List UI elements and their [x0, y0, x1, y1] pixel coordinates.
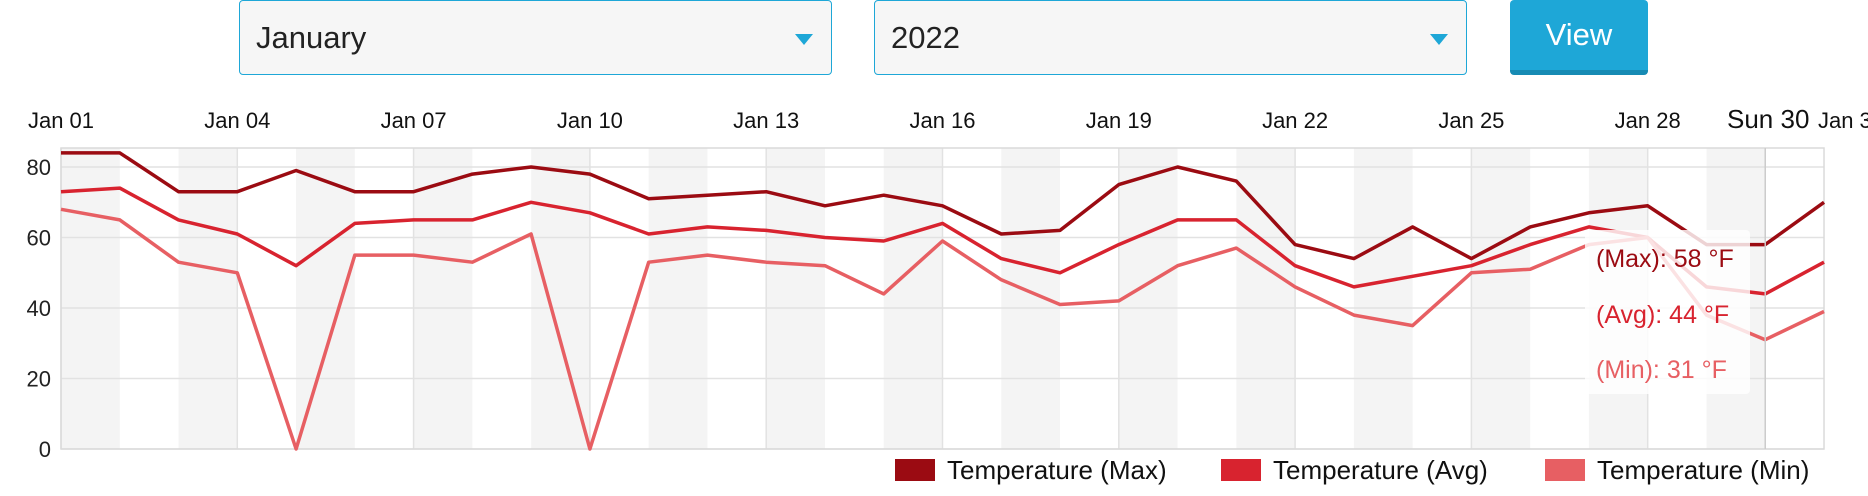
- y-tick-label: 40: [27, 296, 51, 321]
- tooltip-min: (Min): 31 °F: [1596, 356, 1727, 384]
- x-tick-label: Jan 25: [1438, 108, 1504, 133]
- legend-swatch: [1545, 459, 1585, 481]
- legend-label: Temperature (Min): [1597, 455, 1809, 485]
- x-tick-label: Jan 22: [1262, 108, 1328, 133]
- y-tick-label: 80: [27, 155, 51, 180]
- day-band: [531, 148, 590, 449]
- y-tick-label: 0: [39, 437, 51, 462]
- year-select-value: 2022: [891, 19, 960, 55]
- y-tick-label: 20: [27, 367, 51, 392]
- day-band: [648, 148, 708, 449]
- year-select[interactable]: 2022: [874, 0, 1467, 75]
- day-band: [178, 148, 238, 449]
- day-band: [1236, 148, 1296, 449]
- temperature-chart: 0 20 40 60 80 Jan 01 Jan 04 Jan 07 Jan 10 Jan 13 J…: [27, 103, 1868, 485]
- x-tick-label: Jan 07: [381, 108, 447, 133]
- legend-swatch: [895, 459, 935, 481]
- x-tick-label: Jan 01: [28, 108, 94, 133]
- dropdown-arrow-icon: [795, 34, 813, 45]
- x-tick-label: Jan 10: [557, 108, 623, 133]
- series-line: [61, 151, 1826, 261]
- tooltip-max: (Max): 58 °F: [1596, 245, 1734, 273]
- tooltip-box: [1585, 230, 1750, 394]
- legend-swatch: [1221, 459, 1261, 481]
- day-band: [1118, 148, 1178, 449]
- day-band: [883, 148, 943, 449]
- day-band: [1001, 148, 1061, 449]
- day-band: [1353, 148, 1413, 449]
- day-band: [296, 148, 355, 449]
- crosshair-label-bg: [1720, 103, 1814, 137]
- crosshair-date-label: Sun 30: [1727, 104, 1809, 134]
- day-band: [413, 148, 473, 449]
- dropdown-arrow-icon: [1430, 34, 1448, 45]
- x-tick-label: Jan 04: [204, 108, 270, 133]
- plot-border: [60, 147, 1825, 450]
- series-line: [60, 207, 1825, 451]
- day-band: [1471, 148, 1531, 449]
- series-line: [60, 186, 1825, 296]
- x-tick-label: Jan 19: [1086, 108, 1152, 133]
- x-tick-label: Jan 13: [733, 108, 799, 133]
- legend-label: Temperature (Avg): [1273, 455, 1488, 485]
- x-tick-label: Jan 31: [1818, 108, 1868, 133]
- x-tick-label: Jan 16: [909, 108, 975, 133]
- y-tick-label: 60: [27, 226, 51, 251]
- day-band: [61, 148, 120, 449]
- x-tick-label: Jan 28: [1615, 108, 1681, 133]
- month-select[interactable]: January: [239, 0, 832, 75]
- view-button[interactable]: View: [1510, 0, 1648, 75]
- legend-label: Temperature (Max): [947, 455, 1167, 485]
- tooltip-avg: (Avg): 44 °F: [1596, 301, 1729, 329]
- month-select-value: January: [256, 19, 367, 55]
